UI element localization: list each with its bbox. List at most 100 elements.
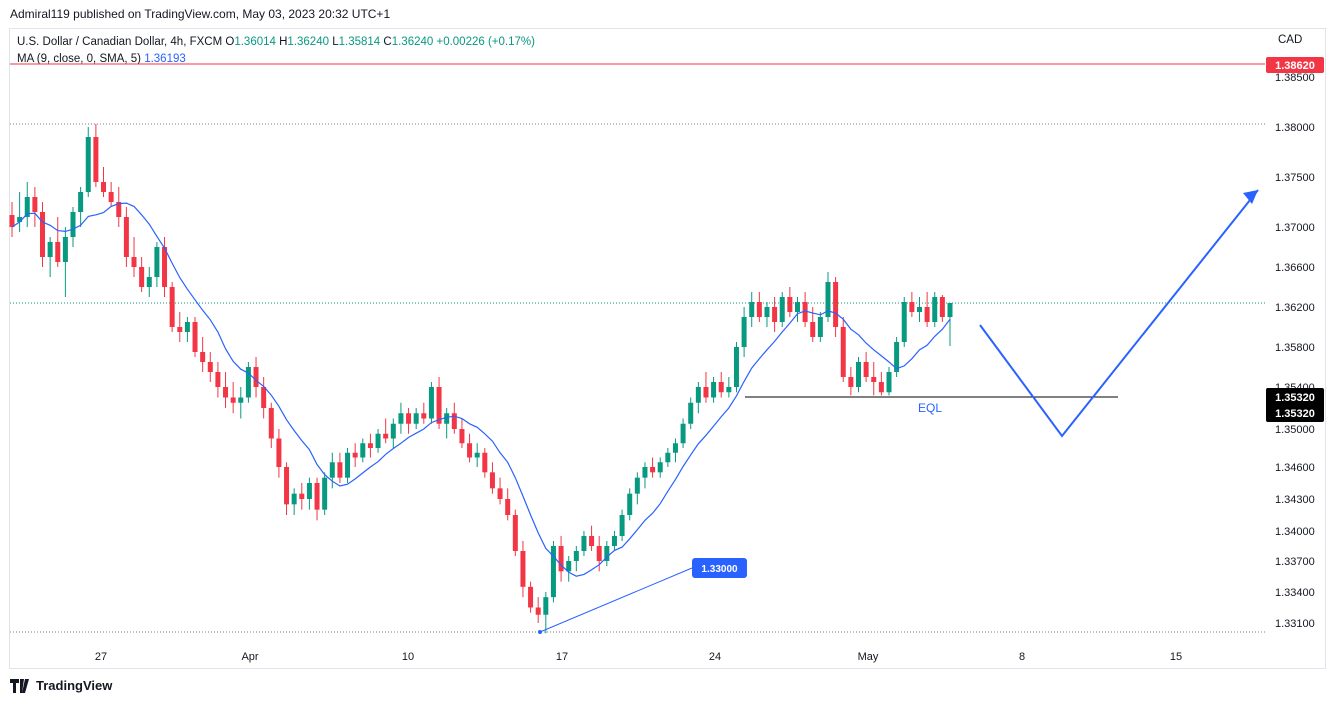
candle-body [901,302,907,342]
candle-body [146,277,152,287]
candle-body [787,297,793,312]
candle-body [894,342,900,372]
candle-body [32,197,38,212]
candle-body [398,413,404,424]
candle-body [878,382,884,393]
candle-body [817,317,823,337]
candle-body [528,586,534,608]
price-tick-label: 1.35800 [1275,342,1315,354]
footer-brand-label: TradingView [36,678,113,693]
candle-body [451,413,457,429]
candle-body [764,307,770,317]
candle-body [604,546,610,561]
footer-brand[interactable]: TradingView [10,678,112,693]
candle-body [383,433,389,439]
candle-body [17,217,23,222]
candle-body [177,327,183,332]
eql-price-badge-label-2: 1.35320 [1275,408,1315,420]
eql-price-badge [1266,388,1324,422]
candle-body [337,462,343,478]
candle-body [733,347,739,387]
candle-body [688,402,694,424]
candle-body [855,362,861,387]
price-tick-label: 1.33400 [1275,587,1315,599]
candle-body [497,488,503,499]
price-tick-label: 1.35000 [1275,424,1315,436]
ohlc-low: L1.35814 [332,36,381,48]
ohlc-change: +0.00226 (+0.17%) [436,36,535,48]
candle-body [322,477,328,510]
chart-pane[interactable] [9,28,1326,669]
candle-body [93,137,99,182]
chart-legend: U.S. Dollar / Canadian Dollar, 4h, FXCM … [17,34,535,68]
time-tick-label: May [858,651,879,663]
price-tick-label: 1.37000 [1275,222,1315,234]
candle-body [581,536,587,551]
price-axis[interactable]: 1.38500 1.38000 1.37500 1.37000 1.36600 1.362… [1275,72,1315,630]
candle-body [40,212,46,257]
candle-body [650,467,656,473]
candle-body [261,387,267,408]
candle-body [276,438,282,467]
time-tick-label: 24 [709,651,721,663]
candle-body [680,423,686,444]
candle-body [421,413,427,419]
candle-body [596,546,602,561]
candle-body [116,202,122,217]
ohlc-high: H1.36240 [279,36,329,48]
candle-body [924,307,930,322]
candle-body [932,297,938,322]
ma-line [11,202,951,577]
candle-body [520,551,526,587]
candle-body [672,443,678,453]
candle-body [200,352,206,362]
candle-body [947,303,953,317]
axis-badges: 1.38620 1.35320 1.35320 [1266,57,1324,422]
candle-body [207,362,213,372]
candle-body [55,242,61,262]
price-tick-label: 1.34000 [1275,526,1315,538]
candle-body [162,247,168,287]
drawings-group[interactable]: EQL 1.33000 [538,189,1259,634]
candle-body [802,302,808,322]
candle-body [367,443,373,448]
candle-body [444,413,450,424]
time-axis[interactable]: 27 Apr 10 17 24 May 8 15 [95,651,1182,663]
candle-body [108,192,114,202]
candle-body [848,377,854,387]
candle-body [70,212,76,237]
symbol-title[interactable]: U.S. Dollar / Canadian Dollar, 4h, FXCM [17,36,223,48]
candle-body [512,515,518,551]
price-tick-label: 1.37500 [1275,172,1315,184]
currency-label[interactable]: CAD [1278,34,1303,46]
time-tick-label: 10 [402,651,414,663]
candle-body [268,408,274,439]
candle-body [413,413,419,424]
candle-body [550,546,556,598]
candle-body [886,372,892,393]
price-tick-label: 1.34600 [1275,462,1315,474]
candle-body [474,452,480,458]
candle-body [543,597,549,615]
candle-body [390,423,396,439]
candle-body [306,483,312,499]
candle-body [360,443,366,458]
candle-body [192,322,198,352]
candle-body [810,322,816,337]
candle-body [657,462,663,473]
candle-body [299,493,305,499]
ma-label[interactable]: MA (9, close, 0, SMA, 5) [17,53,141,65]
candle-body [794,302,800,312]
candle-body [772,307,778,322]
symbol-row: U.S. Dollar / Canadian Dollar, 4h, FXCM … [17,34,535,51]
candle-body [726,387,732,393]
low-marker-line [539,567,693,633]
current-price-badge [1266,57,1324,73]
candle-body [482,452,488,473]
candle-body [665,452,671,463]
candle-body [436,387,442,424]
candle-body [291,493,297,505]
candle-body [230,397,236,403]
candle-body [154,247,160,277]
